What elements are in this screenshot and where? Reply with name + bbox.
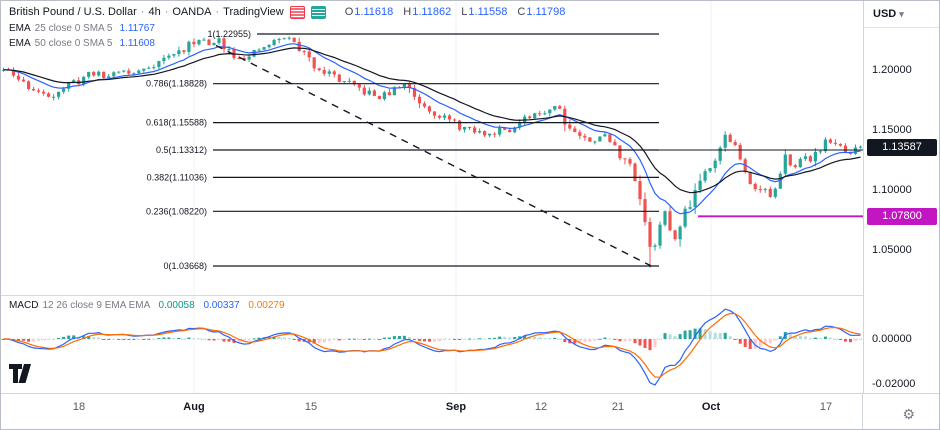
ema-fast-line	[3, 43, 861, 215]
fib-level-label: 0.786(1.18828)	[146, 79, 207, 89]
indicator-value: 1.11767	[119, 22, 155, 34]
macd-hist-value: 0.00058	[158, 300, 195, 311]
chart-area: 1(1.22955) 0.786(1.18828) 0.618(1.15588) 0.…	[1, 1, 863, 393]
macd-signal-value: 0.00279	[248, 300, 285, 311]
fib-level-label: 0.5(1.13312)	[156, 145, 207, 155]
legend-chip-teal-icon[interactable]	[310, 6, 326, 20]
time-tick-label: 21	[611, 401, 625, 413]
time-tick-label: 15	[304, 401, 318, 413]
time-tick-label: Oct	[701, 401, 721, 413]
fib-level-label: 1(1.22955)	[207, 29, 251, 39]
price-chart-canvas[interactable]: 1(1.22955) 0.786(1.18828) 0.618(1.15588) 0.…	[1, 1, 863, 393]
fib-level-label: 0.618(1.15588)	[146, 118, 207, 128]
indicator-value: 1.11608	[119, 38, 155, 50]
alert-price-label[interactable]: 1.07800	[867, 208, 937, 225]
indicator-params: 25 close 0 SMA 5	[34, 22, 113, 34]
time-tick-label: Sep	[445, 401, 467, 413]
currency-dropdown[interactable]: USD ▾	[864, 1, 939, 28]
indicator-name: EMA	[9, 38, 31, 50]
tradingview-logo-mark	[9, 364, 31, 383]
axis-tick-label: -0.02000	[872, 378, 916, 390]
fib-level-label: 0.236(1.08220)	[146, 206, 207, 216]
axis-tick-label: 1.10000	[872, 184, 912, 196]
currency-label: USD	[873, 8, 897, 20]
axis-tick-label: 1.20000	[872, 64, 912, 76]
indicator-name: MACD	[9, 300, 39, 311]
indicator-row-ema25[interactable]: EMA 25 close 0 SMA 5 1.11767	[9, 23, 565, 36]
trendline-dashed[interactable]	[215, 44, 654, 268]
ema-slow-line	[3, 47, 861, 194]
time-tick-label: Aug	[183, 401, 205, 413]
last-price-label: 1.13587	[867, 139, 937, 156]
candles-layer	[1, 36, 863, 268]
indicator-row-ema50[interactable]: EMA 50 close 0 SMA 5 1.11608	[9, 38, 565, 51]
brand-label[interactable]: TradingView	[223, 6, 284, 18]
settings-gear-icon[interactable]: ⚙	[902, 406, 915, 422]
symbol-title[interactable]: British Pound / U.S. Dollar	[9, 6, 137, 18]
time-tick-label: 18	[72, 401, 86, 413]
macd-signal-line	[3, 312, 861, 378]
axis-tick-label: 0.00000	[872, 333, 912, 345]
indicator-name: EMA	[9, 22, 31, 34]
time-tick-label: 12	[534, 401, 548, 413]
fib-level-label: 0.382(1.11036)	[147, 172, 207, 182]
time-tick-label: 17	[819, 401, 833, 413]
indicator-row-macd[interactable]: MACD 12 26 close 9 EMA EMA 0.00058 0.0033…	[9, 300, 285, 311]
interval-label[interactable]: 4h	[148, 6, 161, 18]
fib-level-label: 0(1.03668)	[163, 261, 207, 271]
macd-line-value: 0.00337	[203, 300, 240, 311]
legend-chip-red-icon[interactable]	[289, 6, 305, 20]
axis-tick-label: 1.05000	[872, 244, 912, 256]
price-axis[interactable]: USD ▾ 1.20000 1.15000 1.10000 1.05000 0.0000…	[863, 1, 939, 393]
time-axis[interactable]: 18 Aug 15 Sep 12 21 Oct 17 ⚙	[1, 393, 939, 429]
indicator-params: 50 close 0 SMA 5	[34, 38, 113, 50]
axis-corner-divider	[862, 394, 863, 429]
axis-tick-label: 1.15000	[872, 124, 912, 136]
chevron-down-icon: ▾	[899, 8, 904, 19]
tradingview-logo[interactable]	[9, 363, 37, 385]
indicator-params: 12 26 close 9 EMA EMA	[42, 300, 150, 311]
